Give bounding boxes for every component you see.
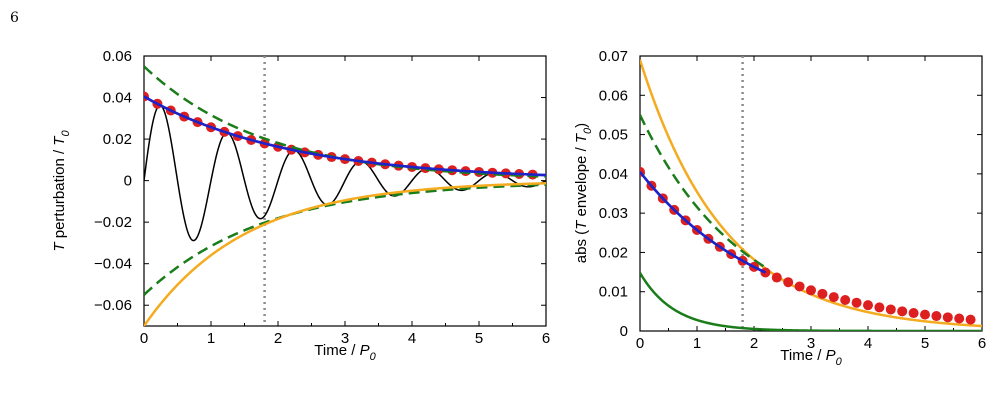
y-tick-label: 0.04 [599,166,628,183]
y-tick-label: −0.02 [94,214,132,231]
data-point [942,312,953,323]
series-line-solid-orange [144,182,546,326]
x-tick-label: 4 [408,330,416,347]
x-tick-label: 2 [750,335,758,352]
x-axis-label: Time / P0 [314,342,376,363]
data-point [954,313,965,324]
y-tick-label: −0.04 [94,256,132,273]
x-tick-label: 6 [978,335,986,352]
x-tick-label: 0 [140,330,148,347]
data-point [771,272,782,283]
data-point [965,314,976,325]
data-point [931,311,942,322]
y-tick-label: 0.02 [103,131,132,148]
y-tick-label: 0.04 [103,90,132,107]
data-point [885,304,896,315]
x-axis-label: Time / P0 [780,347,842,368]
y-tick-label: 0.02 [599,244,628,261]
y-tick-label: 0 [620,323,628,340]
data-point [863,300,873,311]
plot-frame [143,55,547,327]
chart-right: 0 1 2 3 4 5 6 0 0.01 0.02 0.03 0.04 0.05 0.06 0.07 Time… [573,48,986,368]
x-tick-label: 3 [341,330,349,347]
series-line-blue-overlay [144,95,546,177]
data-point [851,297,862,308]
series-line-solid-green [640,272,982,331]
data-point [840,295,851,306]
data-point [908,308,919,319]
x-tick-label: 5 [475,330,483,347]
series-line-blue-overlay [640,171,766,274]
x-tick-label: 6 [542,330,550,347]
y-tick-label: 0 [124,173,132,190]
data-point [817,288,828,299]
x-tick-label: 1 [207,330,215,347]
y-tick-label: 0.03 [599,205,628,222]
chart-left: 0 1 2 3 4 5 6 −0.06 −0.04 −0.02 0 0.02 0.04 0.06 Time … [51,48,550,363]
series-line-solid-black [144,104,546,242]
series-line-dashed-green [640,114,767,269]
y-axis-label: T perturbation / T0 [51,130,72,252]
data-point [806,285,816,296]
x-tick-label: 3 [807,335,815,352]
data-point [897,306,908,317]
y-tick-label: −0.06 [94,297,132,314]
data-point [783,277,794,288]
y-tick-label: 0.05 [599,127,628,144]
data-point [828,292,839,303]
series-line-solid-blue [640,171,766,274]
data-point [794,281,805,292]
y-tick-label: 0.07 [599,48,628,65]
y-tick-label: 0.06 [599,87,628,104]
x-tick-label: 5 [921,335,929,352]
page-number: 6 [10,10,19,26]
y-tick-label: 0.06 [103,48,132,65]
x-tick-label: 4 [864,335,872,352]
series-line-green-dashed-lower [144,183,546,296]
data-point [920,309,930,320]
x-tick-label: 2 [274,330,282,347]
x-tick-label: 0 [636,335,644,352]
x-tick-label: 1 [693,335,701,352]
y-axis-label: abs (T envelope / T0) [573,123,594,263]
y-tick-label: 0.01 [599,284,628,301]
data-point [874,302,885,313]
